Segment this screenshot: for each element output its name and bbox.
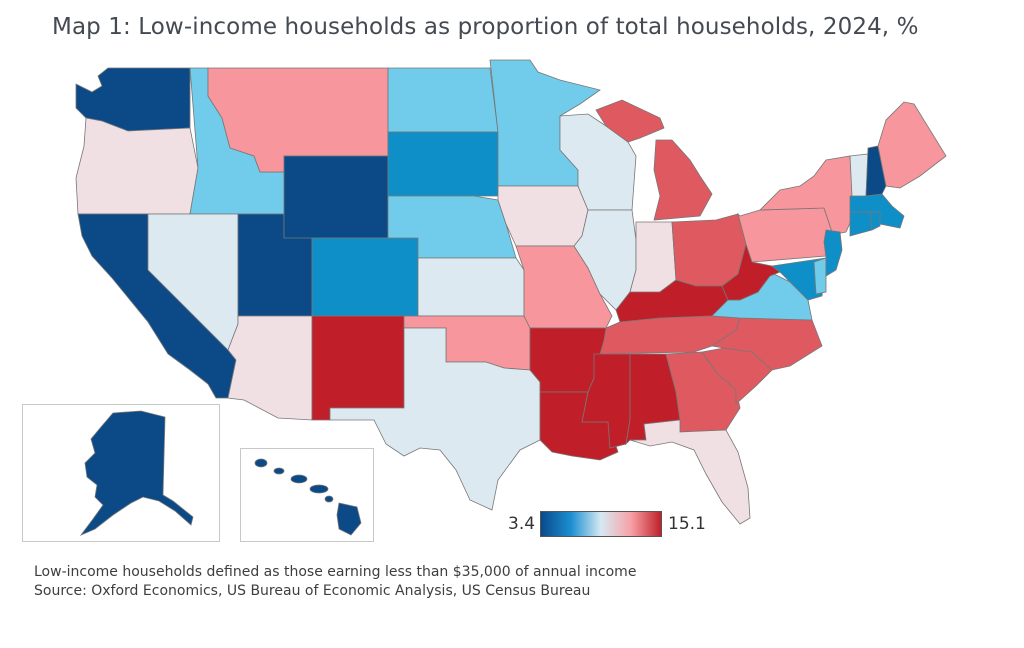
legend-min-label: 3.4 [508, 514, 536, 534]
state-OH[interactable] [671, 213, 747, 287]
legend-color-scale [540, 511, 662, 537]
state-IA[interactable] [497, 185, 589, 247]
state-WY[interactable] [283, 155, 389, 239]
state-ME[interactable] [877, 101, 947, 189]
state-ND[interactable] [387, 67, 499, 133]
state-VT[interactable] [849, 153, 869, 197]
state-RI[interactable] [869, 211, 881, 231]
state-TX[interactable] [329, 327, 541, 511]
state-FL[interactable] [629, 419, 751, 525]
definition-note: Low-income households defined as those e… [34, 564, 637, 580]
state-MI[interactable] [595, 99, 713, 221]
state-OR[interactable] [75, 117, 199, 215]
state-NC[interactable] [710, 317, 823, 371]
alaska-inset [22, 404, 220, 542]
legend-max-label: 15.1 [668, 514, 706, 534]
alaska-map [79, 410, 194, 536]
state-KS[interactable] [417, 257, 525, 317]
state-SD[interactable] [387, 131, 499, 197]
state-NM[interactable] [311, 315, 405, 421]
hawaii-map [254, 458, 362, 536]
source-note: Source: Oxford Economics, US Bureau of E… [34, 583, 591, 599]
state-TN[interactable] [599, 315, 741, 355]
state-NJ[interactable] [823, 229, 843, 277]
state-CT[interactable] [849, 211, 873, 237]
state-CO[interactable] [311, 237, 419, 317]
state-MA[interactable] [849, 193, 905, 229]
map-title: Map 1: Low-income households as proporti… [52, 14, 919, 40]
state-PA[interactable] [737, 207, 833, 263]
hawaii-inset [240, 448, 374, 542]
state-AZ[interactable] [227, 315, 313, 421]
state-HI[interactable] [254, 458, 362, 536]
state-AK[interactable] [79, 410, 194, 536]
state-DE[interactable] [813, 257, 827, 295]
state-NH[interactable] [865, 145, 887, 197]
state-WA[interactable] [75, 67, 191, 132]
